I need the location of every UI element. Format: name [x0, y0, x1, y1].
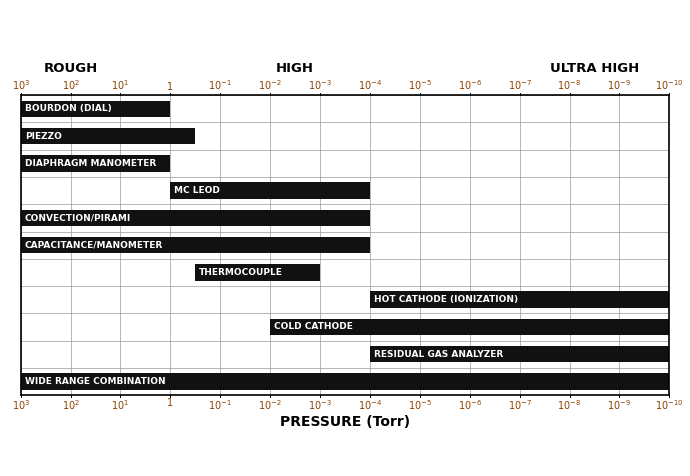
- Text: $10^{-9}$: $10^{-9}$: [607, 398, 631, 412]
- Text: $10^{-8}$: $10^{-8}$: [558, 78, 582, 92]
- Bar: [21, 237, 370, 253]
- Bar: [21, 128, 195, 144]
- Text: HIGH: HIGH: [276, 62, 314, 75]
- Text: CONVECTION/PIRAMI: CONVECTION/PIRAMI: [25, 213, 131, 222]
- Text: $10^{-4}$: $10^{-4}$: [358, 398, 382, 412]
- Text: WIDE RANGE COMBINATION: WIDE RANGE COMBINATION: [25, 377, 166, 386]
- Text: $10^{-5}$: $10^{-5}$: [408, 398, 432, 412]
- Text: PRESSURE (Torr): PRESSURE (Torr): [280, 415, 410, 429]
- Text: $10^{-4}$: $10^{-4}$: [358, 78, 382, 92]
- Text: $10^{-6}$: $10^{-6}$: [457, 78, 482, 92]
- Text: $10^{-10}$: $10^{-10}$: [655, 78, 684, 92]
- Text: $10^{2}$: $10^{2}$: [61, 398, 79, 412]
- Polygon shape: [12, 156, 21, 171]
- Polygon shape: [669, 347, 678, 362]
- Text: DIAPHRAGM MANOMETER: DIAPHRAGM MANOMETER: [25, 159, 156, 168]
- Text: $10^{-8}$: $10^{-8}$: [558, 398, 582, 412]
- Polygon shape: [669, 292, 678, 307]
- Text: $10^{-1}$: $10^{-1}$: [208, 398, 233, 412]
- Bar: [370, 346, 669, 362]
- Text: $10^{-9}$: $10^{-9}$: [607, 78, 631, 92]
- Text: $10^{-6}$: $10^{-6}$: [457, 398, 482, 412]
- Text: $10^{-2}$: $10^{-2}$: [258, 398, 282, 412]
- Polygon shape: [669, 319, 678, 334]
- Text: PIEZZO: PIEZZO: [25, 131, 61, 140]
- Bar: [21, 210, 370, 226]
- Text: $10^{1}$: $10^{1}$: [111, 78, 130, 92]
- Text: ULTRA HIGH: ULTRA HIGH: [550, 62, 639, 75]
- Text: ROUGH: ROUGH: [43, 62, 98, 75]
- Text: $10^{-2}$: $10^{-2}$: [258, 78, 282, 92]
- Text: $10^{-1}$: $10^{-1}$: [208, 78, 233, 92]
- Bar: [21, 100, 170, 117]
- Text: 1: 1: [167, 82, 173, 92]
- Polygon shape: [12, 101, 21, 116]
- Text: $10^{-10}$: $10^{-10}$: [655, 398, 684, 412]
- Bar: [370, 291, 669, 308]
- Polygon shape: [12, 129, 21, 143]
- Text: HOT CATHODE (IONIZATION): HOT CATHODE (IONIZATION): [374, 295, 518, 304]
- Text: $10^{-7}$: $10^{-7}$: [508, 78, 531, 92]
- Text: $10^{-3}$: $10^{-3}$: [308, 78, 332, 92]
- Text: $10^{-7}$: $10^{-7}$: [508, 398, 531, 412]
- Bar: [270, 319, 669, 335]
- Text: $10^{2}$: $10^{2}$: [61, 78, 79, 92]
- Text: THERMOCOUPLE: THERMOCOUPLE: [199, 268, 283, 277]
- Text: $10^{3}$: $10^{3}$: [12, 78, 30, 92]
- Bar: [21, 155, 170, 171]
- Text: $10^{-5}$: $10^{-5}$: [408, 78, 432, 92]
- Text: CAPACITANCE/MANOMETER: CAPACITANCE/MANOMETER: [25, 241, 163, 249]
- Text: MC LEOD: MC LEOD: [175, 186, 220, 195]
- Bar: [195, 264, 320, 280]
- Text: BOURDON (DIAL): BOURDON (DIAL): [25, 104, 112, 113]
- Text: $10^{1}$: $10^{1}$: [111, 398, 130, 412]
- Text: $10^{3}$: $10^{3}$: [12, 398, 30, 412]
- Polygon shape: [669, 374, 678, 389]
- Polygon shape: [12, 374, 21, 389]
- Text: RESIDUAL GAS ANALYZER: RESIDUAL GAS ANALYZER: [374, 350, 503, 359]
- Bar: [170, 182, 370, 199]
- Text: 1: 1: [167, 398, 173, 408]
- Text: $10^{-3}$: $10^{-3}$: [308, 398, 332, 412]
- Bar: [21, 373, 669, 390]
- Text: COLD CATHODE: COLD CATHODE: [274, 322, 353, 331]
